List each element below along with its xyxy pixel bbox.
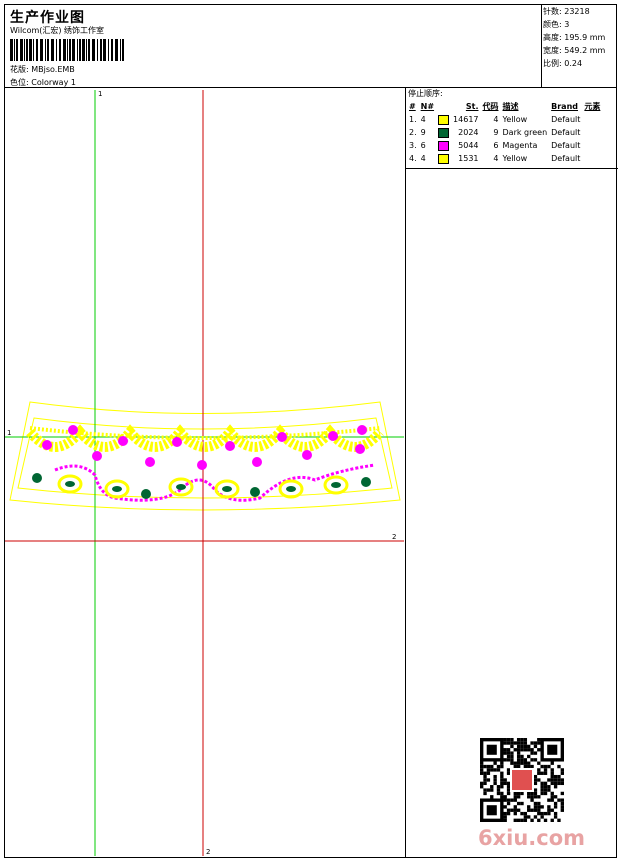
color-swatch [438, 140, 450, 151]
col-code: 代码 [482, 102, 499, 111]
col-desc: 描述 [502, 102, 519, 111]
color-swatch [438, 127, 450, 138]
axis-label-right: 2 [392, 533, 396, 541]
magenta-dot [277, 432, 287, 442]
yellow-flower [278, 479, 304, 499]
barcode [10, 39, 124, 61]
magenta-dot [252, 457, 262, 467]
stop-sequence-table: # N# St. 代码 描述 Brand 元素 1. 4 14617 4 Yello… [407, 100, 602, 165]
yellow-flower [214, 479, 240, 499]
colorway-label: 色位: [10, 78, 29, 87]
yellow-scallop-band [26, 424, 384, 452]
col-stitches: St. [465, 102, 479, 111]
stop-sequence-heading: 停止顺序: [408, 89, 443, 98]
watermark: 6xiu.com [478, 826, 586, 850]
design-outline [9, 401, 401, 511]
panel-divider [406, 168, 618, 169]
magenta-dot [118, 436, 128, 446]
magenta-dot [92, 451, 102, 461]
stop-sequence-panel: 停止顺序: # N# St. 代码 描述 Brand 元素 1. 4 14617 4… [405, 88, 618, 858]
table-row: 2. 9 2024 9 Dark green Default [409, 127, 581, 138]
green-dot [32, 473, 42, 483]
stat-colors: 颜色: 3 [543, 20, 570, 29]
color-swatch [438, 153, 450, 164]
design-info: 花版: MBjso.EMB [10, 64, 75, 75]
green-dot [250, 487, 260, 497]
green-flower-center [331, 482, 341, 488]
col-brand: Brand [551, 102, 579, 111]
color-swatch [438, 114, 450, 125]
yellow-flower [168, 477, 194, 497]
stat-height: 高度: 195.9 mm [543, 33, 606, 42]
green-dot [141, 489, 151, 499]
stat-scale: 比例: 0.24 [543, 59, 583, 68]
green-flower-center [222, 486, 232, 492]
green-flower-center [176, 484, 186, 490]
yellow-flower [323, 475, 349, 495]
yellow-flower [104, 479, 130, 499]
green-flower-center [112, 486, 122, 492]
axis-label-left: 1 [7, 429, 11, 437]
embroidery-motifs [26, 424, 384, 502]
page-frame [4, 4, 617, 858]
colorway-info: 色位: Colorway 1 [10, 77, 76, 88]
magenta-dot [225, 441, 235, 451]
magenta-dot [355, 444, 365, 454]
green-dot [361, 477, 371, 487]
qr-code [480, 738, 564, 822]
stat-width: 宽度: 549.2 mm [543, 46, 606, 55]
table-row: 3. 6 5044 6 Magenta Default [409, 140, 581, 151]
col-swatch [436, 100, 451, 113]
magenta-dot [302, 450, 312, 460]
magenta-dot [197, 460, 207, 470]
table-header: # N# St. 代码 描述 Brand 元素 [407, 100, 602, 113]
studio-name: Wilcom(汇宏) 绣饰工作室 [10, 26, 105, 35]
magenta-dot [328, 431, 338, 441]
design-value: MBjso.EMB [31, 65, 75, 74]
axis-label-top: 1 [98, 90, 102, 98]
stats-box: 针数: 23218 颜色: 3 高度: 195.9 mm 宽度: 549.2 m… [541, 4, 617, 88]
table-row: 1. 4 14617 4 Yellow Default [409, 114, 581, 125]
magenta-vine [54, 463, 376, 502]
design-label: 花版: [10, 65, 29, 74]
axis-label-bottom: 2 [206, 848, 210, 856]
yellow-flower [57, 474, 83, 494]
col-needle: N# [420, 102, 435, 111]
magenta-dot [145, 457, 155, 467]
col-idx: # [409, 102, 416, 111]
magenta-dot [68, 425, 78, 435]
table-row: 4. 4 1531 4 Yellow Default [409, 153, 581, 164]
magenta-dot [357, 425, 367, 435]
design-preview: 1 1 2 2 [5, 90, 404, 856]
header: 生产作业图 Wilcom(汇宏) 绣饰工作室 花版: MBjso.EMB 色位:… [4, 4, 617, 88]
col-element: 元素 [584, 102, 601, 111]
green-flower-center [65, 481, 75, 487]
stat-stitches: 针数: 23218 [543, 7, 590, 16]
magenta-dot [172, 437, 182, 447]
colorway-value: Colorway 1 [31, 78, 76, 87]
page-title: 生产作业图 [10, 10, 85, 26]
green-flower-center [286, 486, 296, 492]
magenta-dot [42, 440, 52, 450]
